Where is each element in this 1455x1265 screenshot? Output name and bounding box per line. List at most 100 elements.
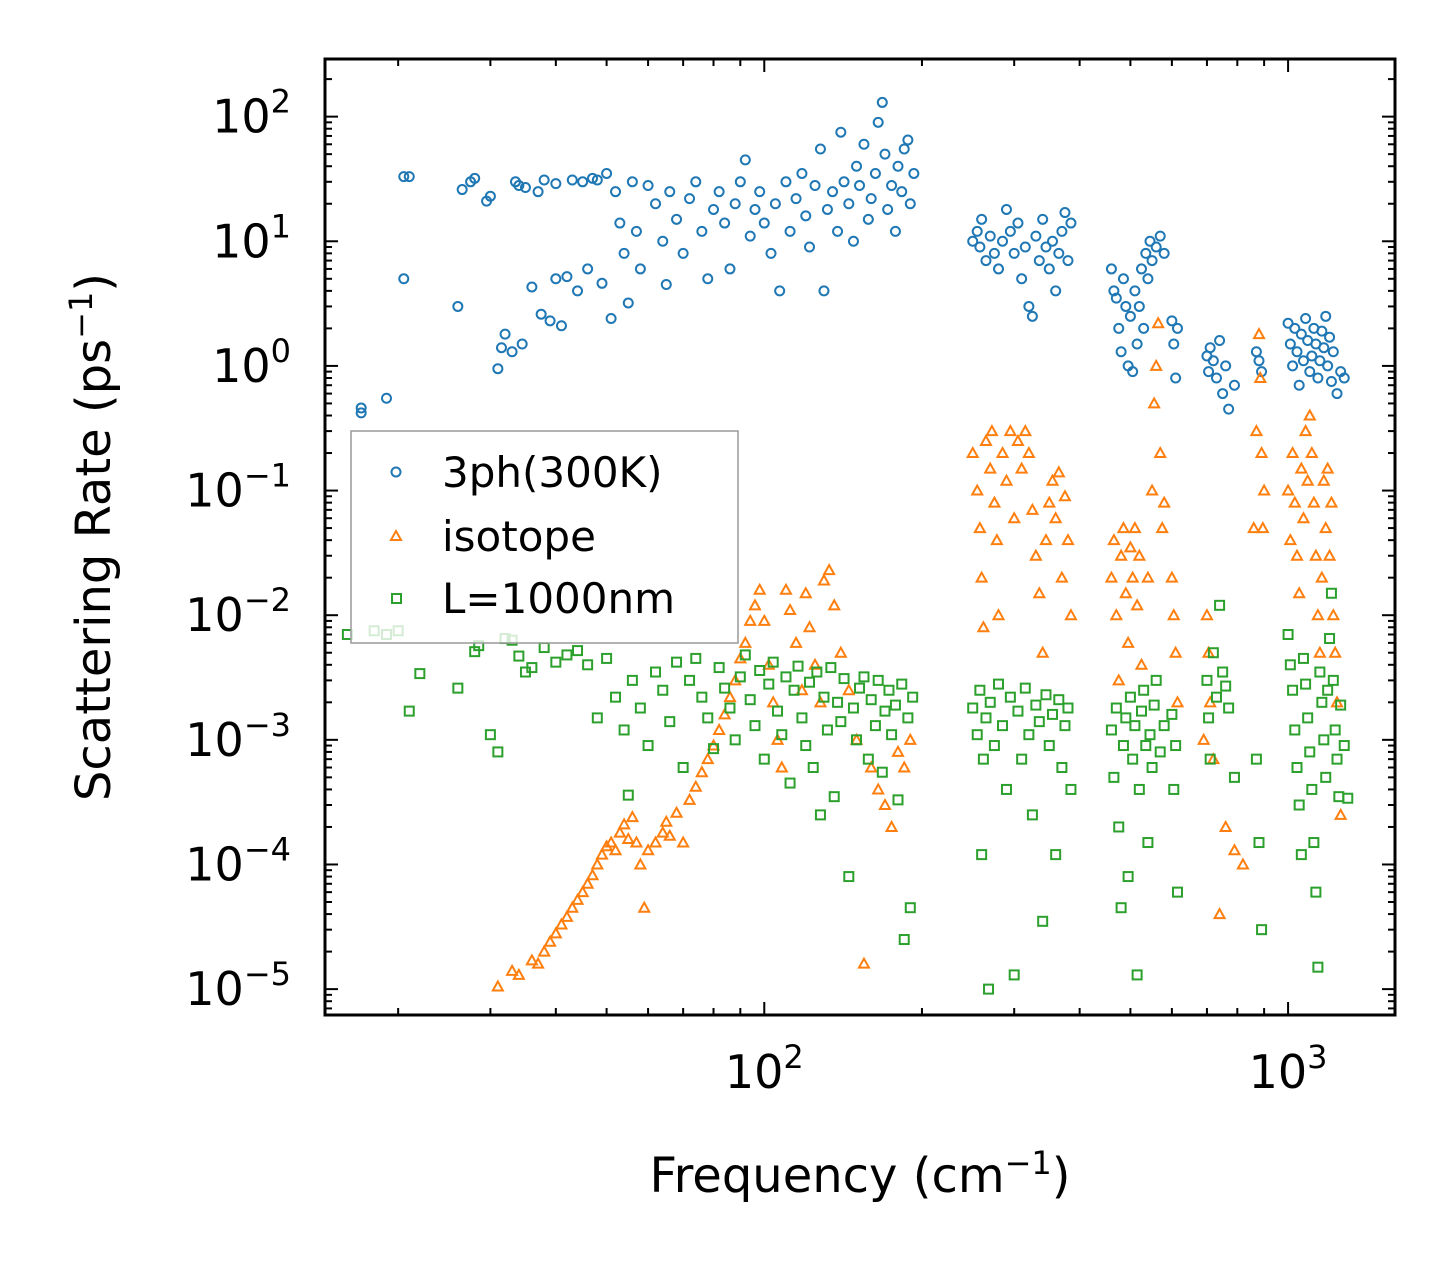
data-point — [565, 900, 579, 913]
data-point — [1120, 300, 1132, 312]
data-point — [1023, 300, 1035, 312]
data-point — [1300, 678, 1312, 690]
data-point — [1154, 230, 1166, 242]
data-point — [613, 825, 627, 838]
data-point — [973, 521, 987, 534]
data-point — [1120, 712, 1132, 724]
data-point — [560, 909, 574, 922]
data-point — [550, 273, 562, 285]
data-point — [355, 407, 367, 419]
data-point — [469, 172, 481, 184]
data-point — [780, 176, 792, 188]
data-point — [1253, 837, 1265, 849]
data-point — [669, 805, 684, 818]
data-point — [610, 691, 622, 703]
data-point — [596, 277, 608, 289]
data-point — [754, 186, 766, 198]
data-point — [1144, 729, 1156, 741]
data-point — [1042, 495, 1056, 508]
data-point — [886, 180, 898, 192]
data-point — [708, 743, 720, 755]
data-point — [864, 760, 878, 773]
data-point — [1320, 310, 1332, 322]
data-point — [1300, 473, 1315, 486]
data-point — [531, 956, 545, 969]
data-point — [1253, 370, 1267, 383]
data-point — [779, 582, 793, 595]
data-point — [656, 825, 670, 838]
data-point — [724, 263, 736, 275]
data-point — [1165, 570, 1179, 583]
data-point — [1043, 740, 1055, 752]
data-point — [1109, 608, 1124, 621]
data-point — [1327, 346, 1339, 358]
data-point — [591, 712, 603, 724]
data-point — [671, 656, 683, 668]
data-point — [1064, 608, 1078, 621]
data-point — [1282, 629, 1294, 641]
data-point — [550, 656, 562, 668]
data-point — [1168, 645, 1183, 658]
y-axis-label-sup: −1 — [62, 292, 100, 339]
data-point — [1053, 694, 1065, 706]
data-point — [512, 967, 526, 980]
data-point — [1218, 819, 1233, 832]
data-point — [974, 684, 986, 696]
data-point — [1117, 273, 1129, 285]
data-point — [1319, 521, 1333, 534]
data-point — [821, 724, 833, 736]
data-point — [414, 668, 426, 680]
series-1 — [491, 316, 1348, 992]
data-point — [904, 198, 916, 210]
data-point — [660, 278, 672, 290]
data-point — [491, 979, 505, 992]
data-point — [1032, 586, 1046, 599]
data-point — [1058, 489, 1072, 502]
data-point — [590, 857, 605, 870]
data-point — [1037, 213, 1049, 225]
data-point — [582, 263, 594, 275]
data-point — [758, 753, 770, 765]
data-point — [907, 691, 919, 703]
data-point — [684, 193, 696, 205]
data-point — [566, 174, 578, 186]
data-point — [804, 676, 816, 688]
data-point — [1302, 712, 1314, 724]
data-point — [729, 198, 741, 210]
data-point — [1012, 705, 1024, 717]
data-point — [1119, 586, 1133, 599]
data-point — [1331, 388, 1343, 400]
data-point — [738, 635, 753, 648]
data-point — [1033, 255, 1045, 267]
data-point — [1008, 969, 1020, 981]
data-point — [1040, 689, 1052, 701]
data-point — [1046, 708, 1058, 720]
data-point — [882, 203, 894, 215]
data-point — [1158, 247, 1170, 259]
data-point — [974, 241, 986, 253]
data-point — [892, 160, 904, 172]
data-point — [743, 613, 757, 626]
data-point — [702, 712, 714, 724]
data-point — [1291, 346, 1303, 358]
data-point — [355, 402, 367, 414]
data-point — [784, 225, 796, 237]
data-point — [1105, 263, 1117, 275]
data-point — [1283, 533, 1298, 546]
data-point — [637, 900, 651, 913]
data-point — [1324, 633, 1336, 645]
data-point — [892, 794, 904, 806]
data-point — [719, 682, 731, 694]
data-point — [572, 285, 584, 297]
data-point — [550, 178, 562, 190]
data-point — [1065, 783, 1077, 795]
data-point — [561, 271, 573, 283]
data-point — [1129, 285, 1141, 297]
data-point — [1142, 837, 1154, 849]
data-point — [1166, 315, 1178, 327]
data-point — [825, 662, 837, 674]
data-point — [1124, 310, 1136, 322]
y-tick-label: 10−1 — [185, 457, 291, 518]
data-point — [1019, 682, 1031, 694]
data-point — [980, 712, 992, 724]
